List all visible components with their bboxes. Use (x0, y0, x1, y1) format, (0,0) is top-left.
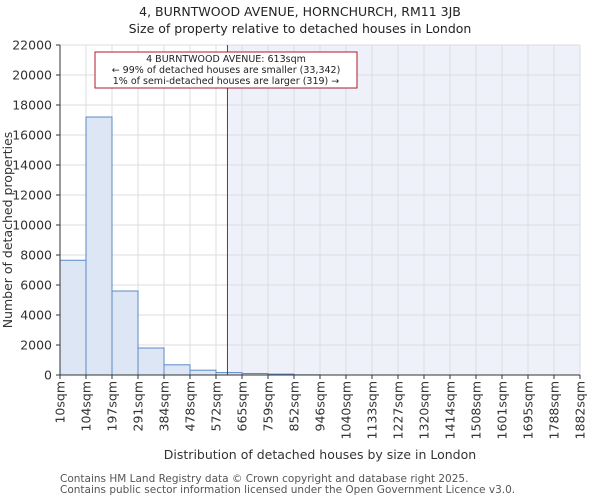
x-tick-label: 1320sqm (417, 381, 432, 439)
y-tick-label: 22000 (12, 38, 52, 53)
y-tick-label: 18000 (12, 98, 52, 113)
x-tick-label: 852sqm (287, 381, 302, 431)
y-tick-label: 20000 (12, 68, 52, 83)
x-tick-label: 1040sqm (339, 381, 354, 439)
histogram-bar (111, 290, 139, 376)
y-axis-label: Number of detached properties (0, 132, 15, 329)
histogram-bar (163, 364, 191, 376)
y-tick-label: 14000 (12, 158, 52, 173)
x-tick-label: 197sqm (105, 381, 120, 431)
attribution-footer: Contains HM Land Registry data © Crown c… (60, 474, 515, 496)
x-tick-label: 1788sqm (547, 381, 562, 439)
x-tick-label: 104sqm (79, 381, 94, 431)
x-tick-label: 1882sqm (573, 381, 588, 439)
annotation-title: 4 BURNTWOOD AVENUE: 613sqm (146, 54, 306, 65)
y-tick-label: 6000 (20, 278, 52, 293)
histogram-bar (137, 347, 165, 376)
chart-title-block: 4, BURNTWOOD AVENUE, HORNCHURCH, RM11 3J… (0, 3, 600, 37)
histogram-bar (59, 259, 87, 376)
y-tick-label: 8000 (20, 248, 52, 263)
y-tick-label: 12000 (12, 188, 52, 203)
attribution-line-1: Contains HM Land Registry data © Crown c… (60, 473, 469, 485)
x-tick-label: 1695sqm (521, 381, 536, 439)
x-tick-label: 384sqm (157, 381, 172, 431)
x-tick-label: 1227sqm (391, 381, 406, 439)
x-tick-label: 759sqm (261, 381, 276, 431)
larger-region-shade (227, 45, 580, 375)
histogram-bar (85, 116, 113, 376)
y-tick-label: 2000 (20, 338, 52, 353)
annotation-smaller: ← 99% of detached houses are smaller (33… (112, 65, 341, 76)
attribution-line-2: Contains public sector information licen… (60, 484, 516, 496)
x-tick-label: 291sqm (131, 381, 146, 431)
annotation-larger: 1% of semi-detached houses are larger (3… (113, 76, 340, 87)
x-tick-label: 1133sqm (365, 381, 380, 439)
y-tick-label: 10000 (12, 218, 52, 233)
y-tick-label: 16000 (12, 128, 52, 143)
x-tick-label: 572sqm (209, 381, 224, 431)
x-tick-label: 946sqm (313, 381, 328, 431)
x-tick-label: 1508sqm (469, 381, 484, 439)
y-tick-label: 4000 (20, 308, 52, 323)
x-tick-label: 10sqm (53, 381, 68, 424)
x-tick-label: 478sqm (183, 381, 198, 431)
x-tick-label: 665sqm (235, 381, 250, 431)
annotation-box (94, 51, 358, 89)
chart-subtitle: Size of property relative to detached ho… (128, 21, 472, 36)
chart-title: 4, BURNTWOOD AVENUE, HORNCHURCH, RM11 3J… (139, 4, 461, 19)
x-tick-label: 1414sqm (443, 381, 458, 439)
x-axis-label: Distribution of detached houses by size … (164, 447, 476, 462)
x-tick-label: 1601sqm (495, 381, 510, 439)
y-tick-label: 0 (44, 368, 52, 383)
histogram-bar (189, 369, 217, 376)
